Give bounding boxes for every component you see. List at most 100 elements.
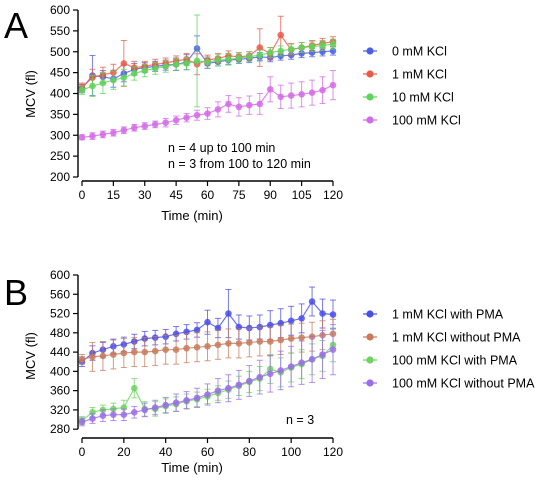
- panel-a-legend-item: 1 mM KCl: [363, 68, 447, 82]
- panel-a-x-tick-label: 105: [292, 188, 312, 202]
- panel-b-ylabel: MCV (fl): [23, 332, 38, 380]
- data-point: [130, 384, 138, 392]
- data-point: [214, 324, 222, 332]
- data-point: [89, 353, 96, 361]
- panel-a-x-tick-label: 45: [169, 188, 183, 202]
- data-point: [110, 411, 117, 419]
- data-point: [214, 106, 222, 113]
- data-point: [193, 394, 201, 402]
- panel-b-letter: B: [4, 272, 28, 313]
- data-point: [141, 406, 149, 414]
- panel-b-x-tick-label: 100: [281, 445, 301, 459]
- panel-a-x-tick-label: 90: [264, 188, 278, 202]
- data-point: [130, 409, 138, 416]
- data-point: [298, 91, 305, 98]
- data-point: [204, 318, 211, 326]
- panel-b-x-tick-label: 120: [323, 445, 343, 459]
- panel-b-annotation: n = 3: [286, 413, 314, 427]
- panel-a-y-tick-label: 450: [50, 66, 70, 80]
- panel-a-legend: 0 mM KCl 1 mM KCl 10 mM KCl 100 mM KCl: [363, 45, 461, 128]
- data-point: [266, 370, 274, 378]
- data-point: [235, 340, 243, 347]
- data-point: [193, 111, 201, 119]
- legend-label: 1 mM KCl: [392, 68, 447, 82]
- panel-b-series-2: [78, 318, 337, 372]
- panel-b-y-tick-label: 320: [50, 403, 70, 417]
- panel-a-annotation-2: n = 3 from 100 to 120 min: [168, 157, 311, 171]
- data-point: [256, 338, 264, 345]
- data-point: [110, 76, 117, 84]
- data-point: [225, 100, 232, 108]
- data-point: [141, 67, 149, 74]
- data-point: [225, 340, 232, 347]
- panel-a-letter: A: [4, 5, 28, 46]
- data-point: [78, 356, 86, 363]
- panel-a-series-4: [78, 70, 337, 141]
- data-point: [162, 401, 169, 409]
- panel-b-series-4: [78, 324, 337, 427]
- data-point: [89, 82, 96, 90]
- data-point: [214, 56, 222, 64]
- legend-swatch-marker: [366, 379, 374, 387]
- data-point: [256, 100, 264, 108]
- data-point: [193, 343, 201, 351]
- data-point: [235, 381, 243, 389]
- data-point: [246, 101, 253, 109]
- panel-a-x-tick-label: 75: [232, 188, 246, 202]
- panel-b-legend-item: 1 mM KCl without PMA: [363, 331, 521, 345]
- legend-label: 100 mM KCl without PMA: [392, 377, 535, 391]
- data-point: [151, 121, 159, 128]
- panel-a-x-tick-label: 15: [107, 188, 121, 202]
- panel-a-annotation-1: n = 4 up to 100 min: [168, 141, 275, 155]
- data-point: [256, 51, 264, 59]
- data-point: [183, 344, 190, 352]
- panel-a-legend-item: 10 mM KCl: [363, 91, 454, 105]
- data-point: [329, 40, 337, 48]
- panel-a-y-tick-label: 500: [50, 45, 70, 59]
- data-point: [225, 310, 232, 317]
- data-point: [319, 86, 326, 94]
- data-point: [256, 44, 264, 51]
- panel-b-y-tick-label: 400: [50, 364, 70, 378]
- data-point: [308, 356, 316, 363]
- panel-b-legend-item: 100 mM KCl with PMA: [363, 354, 518, 368]
- data-point: [298, 50, 305, 57]
- panel-a-x-tick-label: 60: [201, 188, 215, 202]
- data-point: [287, 335, 295, 342]
- data-point: [151, 347, 159, 355]
- data-point: [193, 57, 201, 65]
- data-point: [266, 49, 274, 56]
- data-point: [130, 348, 138, 356]
- data-point: [204, 343, 211, 350]
- data-point: [204, 110, 211, 117]
- panel-a-y-tick-label: 400: [50, 87, 70, 101]
- data-point: [266, 86, 274, 93]
- data-point: [298, 44, 305, 51]
- data-point: [277, 93, 285, 101]
- data-point: [120, 74, 128, 81]
- data-point: [308, 298, 316, 305]
- panel-b-legend-item: 1 mM KCl with PMA: [363, 308, 504, 322]
- panel-b-y-tick-label: 600: [50, 268, 70, 282]
- data-point: [78, 418, 86, 426]
- legend-label: 0 mM KCl: [392, 45, 447, 59]
- legend-label: 1 mM KCl without PMA: [392, 331, 521, 345]
- data-point: [308, 89, 316, 96]
- panel-a-xlabel: Time (min): [161, 208, 223, 223]
- legend-swatch-marker: [366, 47, 374, 55]
- legend-label: 100 mM KCl with PMA: [392, 354, 518, 368]
- data-point: [308, 43, 316, 51]
- data-point: [319, 310, 326, 317]
- panel-a-chart: 200 250 300 350 400 450 500 550 600 0 15 30 45 60 75 90…: [50, 3, 343, 202]
- panel-a-y-tick-label: 200: [50, 170, 70, 184]
- data-point: [277, 367, 285, 374]
- data-point: [277, 319, 285, 327]
- panel-a-y-tick-label: 350: [50, 107, 70, 121]
- data-point: [78, 86, 86, 94]
- data-point: [319, 351, 326, 358]
- panel-b-x-tick-label: 0: [79, 445, 86, 459]
- data-point: [162, 346, 169, 353]
- panel-b-y-tick-label: 520: [50, 307, 70, 321]
- panel-b-x-tick-label: 20: [117, 445, 131, 459]
- data-point: [141, 122, 149, 130]
